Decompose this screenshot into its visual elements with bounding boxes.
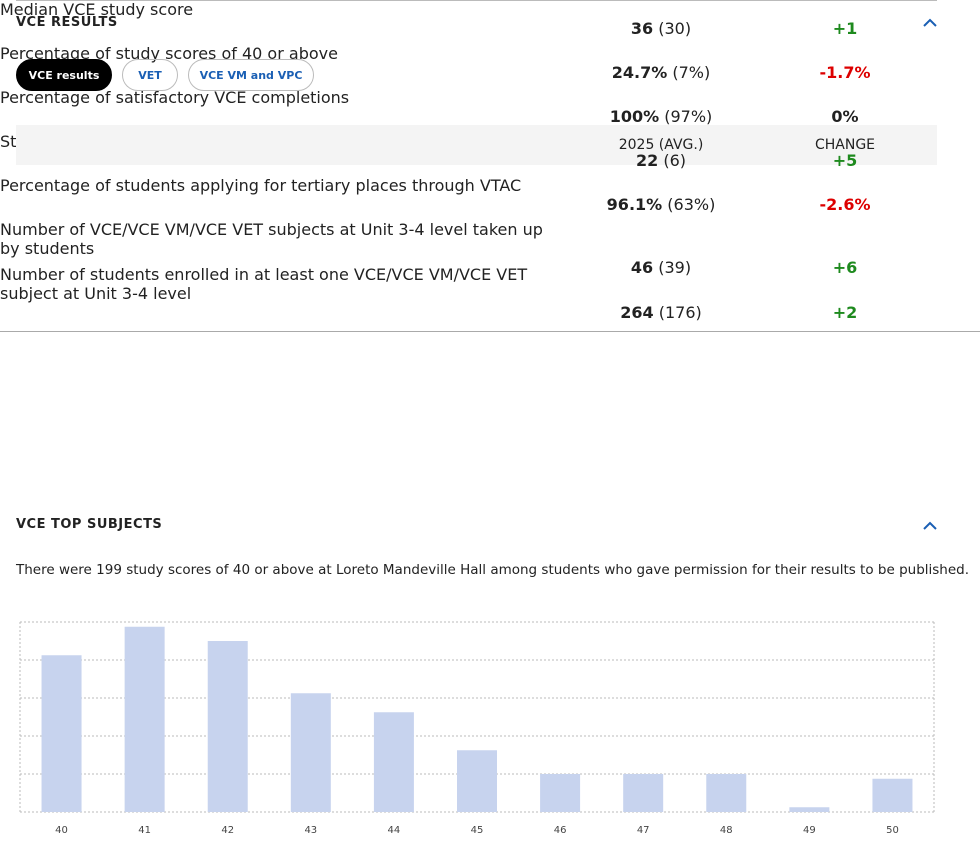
average: (39)	[658, 258, 692, 277]
value-cell: 46 (39)	[561, 258, 761, 277]
bar	[706, 774, 747, 812]
change: +1	[832, 19, 858, 38]
chart: 40 41 42 43 44 45 46 47 48 49 50	[19, 621, 935, 836]
table-row: Percentage of students applying for tert…	[0, 176, 980, 220]
summary-text: There were 199 study scores of 40 or abo…	[16, 562, 970, 578]
bar	[872, 778, 913, 812]
average: (63%)	[667, 195, 716, 214]
value-cell: 96.1% (63%)	[561, 195, 761, 214]
row-label: Percentage of students applying for tert…	[0, 176, 522, 195]
column-header: CHANGE	[814, 137, 876, 153]
value: 46	[630, 258, 654, 277]
value: 96.1%	[606, 195, 663, 214]
x-tick-label: 48	[720, 825, 733, 836]
tab[interactable]: VCE VM and VPC	[188, 59, 314, 91]
change: +2	[832, 303, 858, 322]
average: (7%)	[672, 63, 711, 82]
x-tick-label: 50	[886, 825, 899, 836]
value-cell: 264 (176)	[561, 303, 761, 322]
average: (176)	[658, 303, 702, 322]
bar	[540, 774, 581, 812]
row-label: Number of students enrolled in at least …	[0, 265, 528, 303]
average: (6)	[663, 151, 687, 170]
collapse-icon[interactable]	[922, 18, 938, 28]
table-row: Percentage of study scores of 40 or abov…	[0, 44, 980, 88]
x-tick-label: 47	[637, 825, 650, 836]
table-row: Percentage of satisfactory VCE completio…	[0, 88, 980, 132]
bar	[623, 774, 664, 812]
value: 36	[630, 19, 654, 38]
average: (30)	[658, 19, 692, 38]
change: 0%	[831, 107, 859, 126]
table-row: Number of VCE/VCE VM/VCE VET subjects at…	[0, 220, 980, 277]
row-label: Number of VCE/VCE VM/VCE VET subjects at…	[0, 220, 543, 258]
x-tick-label: 44	[388, 825, 401, 836]
bar	[789, 807, 830, 812]
x-tick-label: 46	[554, 825, 567, 836]
value-cell: 24.7% (7%)	[561, 63, 761, 82]
tab[interactable]: VCE results	[16, 59, 112, 91]
x-tick-label: 41	[138, 825, 151, 836]
table-header: 2025 (AVG.) CHANGE	[16, 125, 937, 165]
table-body: Median VCE study score 36 (30) +1 Percentag…	[0, 0, 980, 332]
bar	[373, 712, 414, 812]
value: 264	[620, 303, 654, 322]
average: (97%)	[664, 107, 713, 126]
row-label: Percentage of study scores of 40 or abov…	[0, 44, 338, 63]
x-tick-label: 45	[471, 825, 484, 836]
change: -1.7%	[819, 63, 871, 82]
top-border	[16, 0, 937, 1]
table-row: Number of students enrolled in at least …	[0, 265, 980, 332]
column-header: 2025 (AVG.)	[618, 137, 704, 153]
value-cell: 36 (30)	[561, 19, 761, 38]
change: +5	[832, 151, 858, 170]
change: -2.6%	[819, 195, 871, 214]
row-label: Percentage of satisfactory VCE completio…	[0, 88, 350, 107]
x-tick-label: 42	[221, 825, 234, 836]
row-label: Median VCE study score	[0, 0, 194, 19]
x-tick-label: 49	[803, 825, 816, 836]
change: +6	[832, 258, 858, 277]
value-cell: 100% (97%)	[561, 107, 761, 126]
bar	[290, 693, 331, 812]
value: 100%	[609, 107, 660, 126]
x-tick-label: 43	[304, 825, 317, 836]
tab[interactable]: VET	[122, 59, 178, 91]
bar	[207, 641, 248, 812]
table-row: Median VCE study score 36 (30) +1	[0, 0, 980, 44]
value-cell: 22 (6)	[561, 151, 761, 170]
x-tick-label: 40	[55, 825, 68, 836]
collapse-icon[interactable]	[922, 521, 938, 531]
bar	[457, 750, 497, 812]
bar	[124, 626, 165, 812]
section-title: VCE TOP SUBJECTS	[16, 517, 163, 532]
bar	[41, 655, 82, 812]
value: 22	[635, 151, 659, 170]
section-title: VCE RESULTS	[16, 15, 118, 30]
value: 24.7%	[611, 63, 668, 82]
